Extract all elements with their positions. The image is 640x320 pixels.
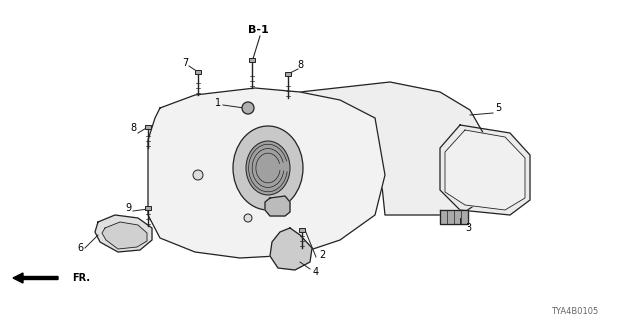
Text: FR.: FR. <box>72 273 90 283</box>
Ellipse shape <box>233 126 303 210</box>
Polygon shape <box>265 196 290 216</box>
Text: 6: 6 <box>77 243 83 253</box>
Polygon shape <box>440 210 468 224</box>
Bar <box>285 72 291 76</box>
Text: 8: 8 <box>297 60 303 70</box>
Bar <box>299 228 305 232</box>
Text: 8: 8 <box>130 123 136 133</box>
Ellipse shape <box>246 141 290 195</box>
Text: 7: 7 <box>182 58 188 68</box>
Polygon shape <box>95 215 152 252</box>
Bar <box>145 125 151 129</box>
Polygon shape <box>270 228 312 270</box>
Polygon shape <box>445 130 525 210</box>
Bar <box>195 70 201 74</box>
Text: 4: 4 <box>313 267 319 277</box>
Circle shape <box>244 214 252 222</box>
Bar <box>145 206 151 210</box>
Bar <box>249 58 255 62</box>
Text: 5: 5 <box>495 103 501 113</box>
FancyArrow shape <box>13 273 58 283</box>
Polygon shape <box>148 88 385 258</box>
Circle shape <box>193 170 203 180</box>
Text: 9: 9 <box>125 203 131 213</box>
Polygon shape <box>440 125 530 215</box>
Text: TYA4B0105: TYA4B0105 <box>551 308 598 316</box>
Circle shape <box>242 102 254 114</box>
Polygon shape <box>102 222 147 249</box>
Text: B-1: B-1 <box>248 25 268 35</box>
Text: 2: 2 <box>319 250 325 260</box>
Text: 3: 3 <box>465 223 471 233</box>
Text: 1: 1 <box>215 98 221 108</box>
Polygon shape <box>300 82 490 215</box>
